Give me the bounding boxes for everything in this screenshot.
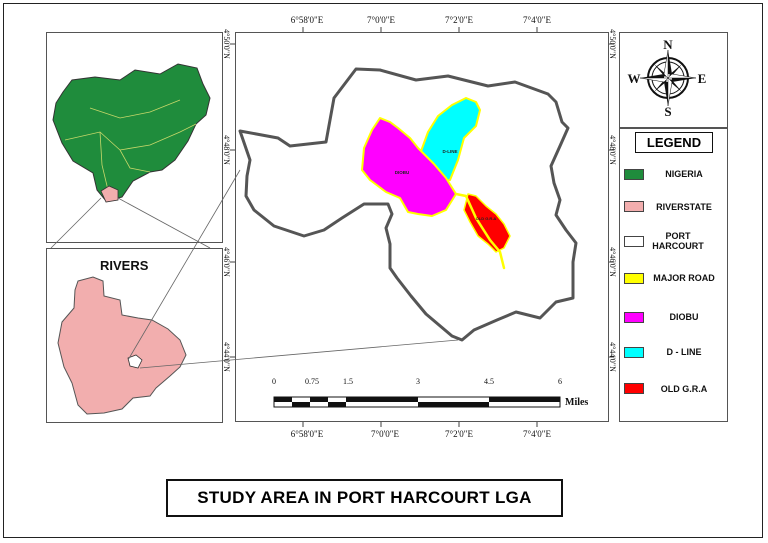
- west-label: W: [628, 71, 641, 86]
- lat-left-4: 4°44'0"N: [222, 342, 231, 372]
- page-frame: [3, 3, 763, 538]
- scale-bar: [273, 396, 561, 408]
- diobu-map-label: DIOBU: [395, 170, 410, 175]
- legend-swatch-diobu: [624, 312, 644, 323]
- scale-tick-45: 4.5: [484, 377, 494, 386]
- east-label: E: [698, 71, 707, 86]
- legend-swatch-major-road: [624, 273, 644, 284]
- legend-label-dline: D - LINE: [666, 347, 702, 357]
- scale-tick-6: 6: [558, 377, 562, 386]
- nigeria-shape: [52, 63, 211, 202]
- legend-label-nigeria: NIGERIA: [665, 169, 703, 179]
- lat-right-4: 4°44'0"N: [608, 342, 617, 372]
- lat-right-2: 4°48'0"N: [608, 135, 617, 165]
- lon-bottom-1: 6°58'0"E: [291, 429, 324, 439]
- scale-tick-075: 0.75: [305, 377, 319, 386]
- map-title: STUDY AREA IN PORT HARCOURT LGA: [166, 479, 563, 517]
- lon-top-4: 7°4'0"E: [523, 15, 551, 25]
- scale-tick-3: 3: [416, 377, 420, 386]
- lat-right-3: 4°46'0"N: [608, 247, 617, 277]
- rivers-small-shape: [100, 185, 119, 203]
- legend-swatch-riverstate: [624, 201, 644, 212]
- legend-label-major-road: MAJOR ROAD: [653, 273, 715, 283]
- oldgra-shape: [463, 193, 511, 253]
- lon-bottom-3: 7°2'0"E: [445, 429, 473, 439]
- scale-tick-0: 0: [272, 377, 276, 386]
- lat-right-1: 4°50'0"N: [608, 29, 617, 59]
- lon-bottom-4: 7°4'0"E: [523, 429, 551, 439]
- legend-heading: LEGEND: [635, 132, 713, 153]
- rivers-inset-label: RIVERS: [100, 258, 149, 273]
- legend-swatch-port-harcourt: [624, 236, 644, 247]
- rivers-state-shape: [57, 276, 187, 415]
- scale-unit: Miles: [565, 397, 588, 408]
- legend-label-port-harcourt: PORT HARCOURT: [652, 231, 704, 251]
- oldgra-map-label: OLD G.R.A: [476, 216, 497, 221]
- port-harcourt-small-shape: [127, 354, 143, 369]
- compass-rose-icon: [639, 49, 697, 107]
- north-label: N: [663, 37, 673, 52]
- diobu-shape: [361, 117, 457, 217]
- lat-left-1: 4°50'0"N: [222, 29, 231, 59]
- dline-map-label: D-LINE: [443, 149, 458, 154]
- legend-label-diobu: DIOBU: [669, 312, 699, 322]
- lon-top-2: 7°0'0"E: [367, 15, 395, 25]
- legend-label-riverstate: RIVERSTATE: [656, 202, 712, 212]
- scale-tick-15: 1.5: [343, 377, 353, 386]
- lon-top-3: 7°2'0"E: [445, 15, 473, 25]
- lat-left-2: 4°48'0"N: [222, 135, 231, 165]
- lon-bottom-2: 7°0'0"E: [371, 429, 399, 439]
- legend-label-oldgra: OLD G.R.A: [660, 384, 708, 394]
- legend-swatch-oldgra: [624, 383, 644, 394]
- south-label: S: [664, 104, 671, 119]
- lat-left-3: 4°46'0"N: [222, 247, 231, 277]
- legend-swatch-dline: [624, 347, 644, 358]
- legend-swatch-nigeria: [624, 169, 644, 180]
- major-road-line: [454, 192, 506, 270]
- lon-top-1: 6°58'0"E: [291, 15, 324, 25]
